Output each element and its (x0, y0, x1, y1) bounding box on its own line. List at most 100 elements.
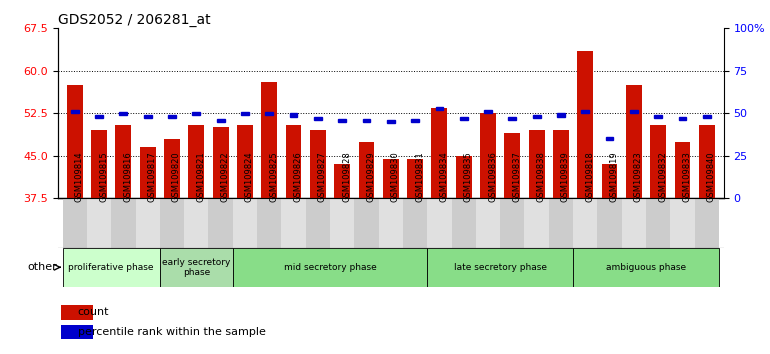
Bar (261, 82, 277, 198)
Bar (456, 156, 471, 198)
Bar (257, 198, 281, 248)
Bar (266, 112, 273, 115)
Text: GSM109818: GSM109818 (585, 152, 594, 202)
Bar (334, 164, 350, 198)
Bar (549, 198, 573, 248)
Bar (606, 137, 614, 140)
Bar (87, 198, 111, 248)
Text: GSM109823: GSM109823 (634, 152, 643, 202)
Bar (626, 85, 641, 198)
Text: count: count (78, 307, 109, 317)
Bar (699, 125, 715, 198)
Text: other: other (28, 262, 57, 272)
Bar (383, 159, 399, 198)
Bar (651, 125, 666, 198)
Text: GSM109838: GSM109838 (537, 151, 546, 202)
Bar (500, 198, 524, 248)
Text: proliferative phase: proliferative phase (69, 263, 154, 272)
Bar (533, 115, 541, 118)
Bar (379, 198, 403, 248)
Text: GSM109814: GSM109814 (75, 152, 84, 202)
Bar (192, 112, 200, 115)
Bar (581, 110, 589, 113)
Text: percentile rank within the sample: percentile rank within the sample (78, 327, 266, 337)
Text: GDS2052 / 206281_at: GDS2052 / 206281_at (58, 13, 210, 27)
Bar (654, 115, 662, 118)
Bar (61, 325, 93, 339)
Text: GSM109816: GSM109816 (123, 152, 132, 202)
Bar (91, 130, 107, 198)
Bar (601, 164, 618, 198)
Text: GSM109834: GSM109834 (440, 152, 448, 202)
Text: GSM109825: GSM109825 (270, 152, 278, 202)
Bar (484, 110, 492, 113)
Bar (630, 110, 638, 113)
Text: GSM109815: GSM109815 (99, 152, 108, 202)
Bar (233, 248, 427, 287)
Text: mid secretory phase: mid secretory phase (283, 263, 377, 272)
Bar (164, 139, 180, 198)
Bar (508, 117, 516, 120)
Bar (281, 198, 306, 248)
Bar (480, 113, 496, 198)
Bar (290, 113, 297, 116)
Bar (451, 198, 476, 248)
Bar (61, 305, 93, 320)
Bar (233, 198, 257, 248)
Bar (140, 147, 156, 198)
Bar (436, 107, 444, 110)
Text: GSM109840: GSM109840 (707, 152, 716, 202)
Text: GSM109836: GSM109836 (488, 151, 497, 202)
Bar (427, 248, 573, 287)
Bar (62, 198, 87, 248)
Bar (62, 248, 160, 287)
Text: GSM109837: GSM109837 (512, 151, 521, 202)
Text: GSM109822: GSM109822 (221, 152, 229, 202)
Bar (209, 198, 233, 248)
Bar (427, 198, 451, 248)
Bar (573, 248, 719, 287)
Text: GSM109831: GSM109831 (415, 152, 424, 202)
Text: GSM109826: GSM109826 (293, 152, 303, 202)
Bar (144, 115, 152, 118)
Bar (310, 130, 326, 198)
Bar (359, 142, 374, 198)
Bar (338, 119, 346, 122)
Bar (67, 85, 82, 198)
Bar (573, 198, 598, 248)
Bar (646, 198, 671, 248)
Bar (695, 198, 719, 248)
Bar (306, 198, 330, 248)
Text: GSM109833: GSM109833 (682, 151, 691, 202)
Bar (553, 130, 569, 198)
Text: ambiguous phase: ambiguous phase (606, 263, 686, 272)
Bar (213, 127, 229, 198)
Bar (403, 198, 427, 248)
Bar (160, 198, 184, 248)
Bar (524, 198, 549, 248)
Text: GSM109832: GSM109832 (658, 152, 667, 202)
Bar (95, 115, 103, 118)
Text: early secretory
phase: early secretory phase (162, 258, 230, 277)
Text: GSM109820: GSM109820 (172, 152, 181, 202)
Bar (504, 133, 521, 198)
Bar (460, 117, 467, 120)
Bar (407, 159, 423, 198)
Text: GSM109829: GSM109829 (367, 152, 376, 202)
Text: GSM109830: GSM109830 (391, 152, 400, 202)
Bar (598, 198, 621, 248)
Bar (678, 117, 686, 120)
Bar (411, 119, 419, 122)
Bar (330, 198, 354, 248)
Bar (387, 120, 395, 123)
Bar (354, 198, 379, 248)
Bar (431, 108, 447, 198)
Bar (237, 125, 253, 198)
Text: GSM109828: GSM109828 (342, 152, 351, 202)
Bar (241, 112, 249, 115)
Bar (476, 198, 501, 248)
Text: GSM109819: GSM109819 (610, 152, 618, 202)
Text: GSM109835: GSM109835 (464, 152, 473, 202)
Bar (119, 112, 127, 115)
Bar (111, 198, 136, 248)
